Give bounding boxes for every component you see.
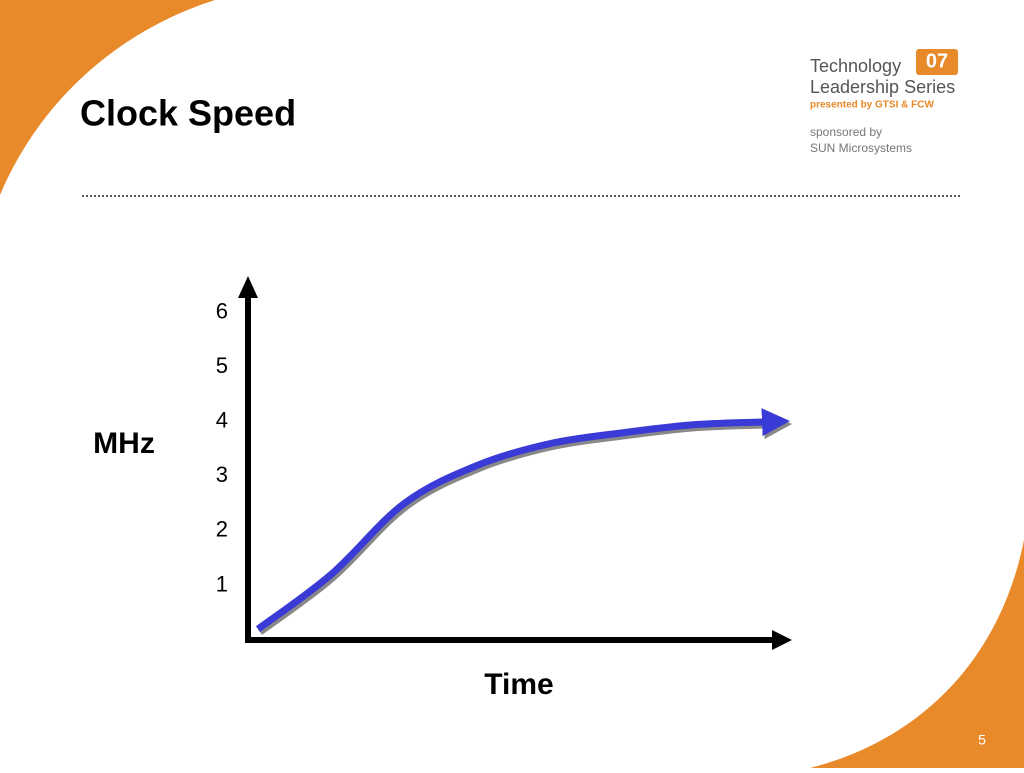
corner-swoosh (0, 0, 215, 195)
y-tick-label: 4 (216, 408, 228, 433)
page-number: 5 (978, 732, 986, 748)
y-tick-label: 6 (216, 299, 228, 324)
x-axis-label: Time (484, 668, 553, 701)
logo-text: Technology (810, 56, 901, 76)
sponsor: SUN Microsystems (810, 141, 912, 155)
logo-badge (916, 49, 958, 75)
y-tick-label: 1 (216, 571, 228, 596)
logo-badge-text: 07 (926, 50, 948, 72)
y-tick-label: 5 (216, 353, 228, 378)
x-axis-arrow (772, 630, 792, 650)
sponsor: sponsored by (810, 125, 882, 139)
y-tick-label: 3 (216, 462, 228, 487)
slide-title: Clock Speed (80, 93, 296, 134)
logo-text: Leadership Series (810, 77, 955, 97)
corner-swoosh (810, 540, 1024, 768)
y-axis-arrow (238, 276, 258, 298)
presenter: presented by GTSI & FCW (810, 100, 934, 111)
line (255, 408, 790, 632)
y-tick-label: 2 (216, 517, 228, 542)
y-axis-label: MHz (93, 427, 155, 460)
